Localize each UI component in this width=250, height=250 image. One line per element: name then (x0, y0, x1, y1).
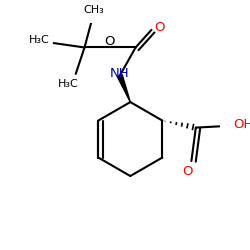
Text: O: O (183, 165, 193, 178)
Text: H₃C: H₃C (29, 36, 50, 46)
Text: CH₃: CH₃ (83, 6, 104, 16)
Text: H₃C: H₃C (58, 80, 79, 90)
Polygon shape (117, 75, 130, 102)
Text: NH: NH (110, 68, 130, 80)
Text: O: O (154, 21, 164, 34)
Text: OH: OH (233, 118, 250, 130)
Text: O: O (104, 35, 115, 48)
